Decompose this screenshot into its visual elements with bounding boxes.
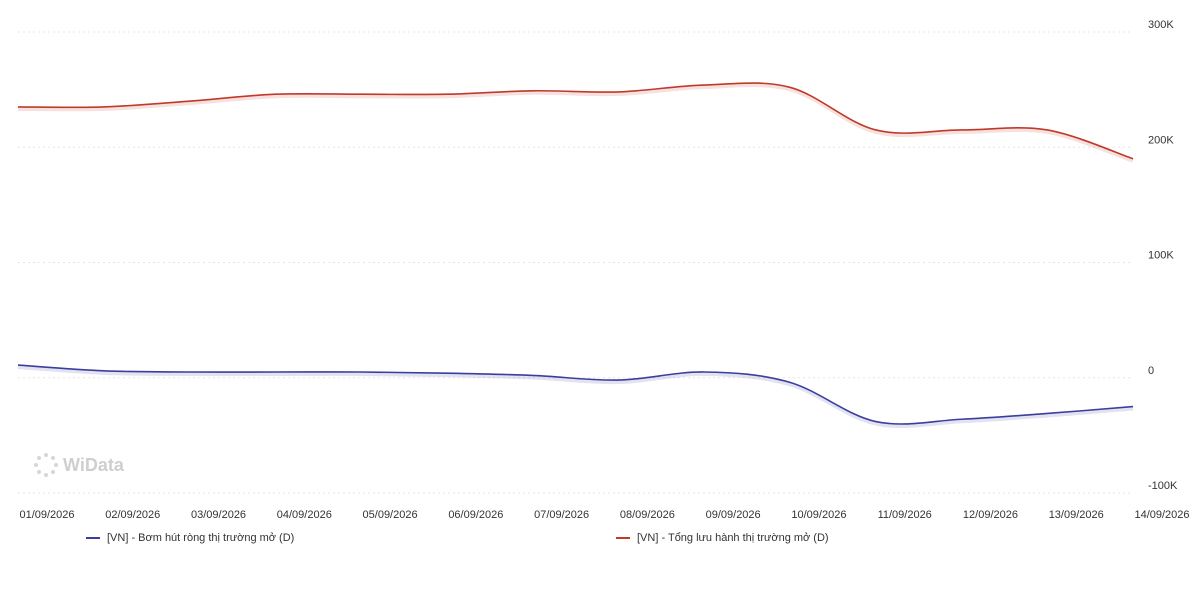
- legend-item-series-2[interactable]: [VN] - Tổng lưu hành thị trường mở (D): [616, 532, 829, 544]
- y-tick-label: 300K: [1148, 19, 1174, 31]
- series-line-shadow: [17, 365, 1134, 429]
- y-axis: 300K 200K 100K 0 -100K: [1148, 19, 1178, 492]
- x-tick-label: 13/09/2026: [1049, 509, 1104, 521]
- data-point[interactable]: [613, 87, 623, 97]
- legend-label: [VN] - Bơm hút ròng thị trường mở (D): [107, 532, 295, 544]
- data-point[interactable]: [185, 367, 195, 377]
- series-layer: [13, 80, 1138, 429]
- data-point[interactable]: [785, 82, 795, 92]
- y-tick-label: 100K: [1148, 250, 1174, 262]
- data-point[interactable]: [1042, 408, 1052, 418]
- data-point[interactable]: [1042, 125, 1052, 135]
- data-point[interactable]: [528, 86, 538, 96]
- series-line-1[interactable]: [17, 364, 1134, 425]
- legend-swatch: [616, 537, 630, 539]
- x-tick-label: 14/09/2026: [1134, 509, 1189, 521]
- x-tick-label: 09/09/2026: [706, 509, 761, 521]
- y-tick-label: -100K: [1148, 480, 1178, 492]
- x-tick-label: 10/09/2026: [791, 509, 846, 521]
- data-point[interactable]: [785, 377, 795, 387]
- data-point[interactable]: [956, 125, 966, 135]
- x-tick-label: 08/09/2026: [620, 509, 675, 521]
- series-line-2[interactable]: [17, 82, 1134, 160]
- data-point[interactable]: [13, 102, 23, 112]
- data-point[interactable]: [1128, 402, 1138, 412]
- data-point[interactable]: [699, 367, 709, 377]
- data-point[interactable]: [99, 102, 109, 112]
- grid-layer: [18, 31, 1133, 494]
- series-line-shadow: [17, 83, 1134, 163]
- data-point[interactable]: [442, 368, 452, 378]
- x-tick-label: 04/09/2026: [277, 509, 332, 521]
- data-point[interactable]: [270, 89, 280, 99]
- legend-label: [VN] - Tổng lưu hành thị trường mở (D): [637, 532, 829, 544]
- legend-swatch: [86, 537, 100, 539]
- y-tick-label: 0: [1148, 365, 1154, 377]
- x-tick-label: 02/09/2026: [105, 509, 160, 521]
- data-point[interactable]: [613, 375, 623, 385]
- x-tick-label: 12/09/2026: [963, 509, 1018, 521]
- data-point[interactable]: [270, 367, 280, 377]
- data-point[interactable]: [356, 89, 366, 99]
- y-tick-label: 200K: [1148, 134, 1174, 146]
- data-point[interactable]: [871, 417, 881, 427]
- data-point[interactable]: [99, 366, 109, 376]
- x-tick-label: 01/09/2026: [19, 509, 74, 521]
- watermark-text: WiData: [63, 454, 124, 475]
- data-point[interactable]: [13, 360, 23, 370]
- data-point[interactable]: [956, 414, 966, 424]
- x-tick-label: 06/09/2026: [448, 509, 503, 521]
- x-tick-label: 07/09/2026: [534, 509, 589, 521]
- data-point[interactable]: [871, 125, 881, 135]
- x-tick-label: 11/09/2026: [878, 509, 932, 521]
- watermark-logo: WiData: [33, 452, 124, 478]
- data-point[interactable]: [1128, 154, 1138, 164]
- widata-logo-icon: [34, 453, 58, 477]
- legend-item-series-1[interactable]: [VN] - Bơm hút ròng thị trường mở (D): [86, 532, 294, 544]
- data-point[interactable]: [442, 89, 452, 99]
- legend: [VN] - Bơm hút ròng thị trường mở (D) [V…: [0, 532, 1200, 556]
- data-point[interactable]: [528, 370, 538, 380]
- x-tick-label: 03/09/2026: [191, 509, 246, 521]
- data-point[interactable]: [699, 80, 709, 90]
- data-point[interactable]: [356, 367, 366, 377]
- data-point[interactable]: [185, 96, 195, 106]
- x-axis: 01/09/2026 02/09/2026 03/09/2026 04/09/2026…: [19, 509, 1189, 521]
- x-tick-label: 05/09/2026: [363, 509, 418, 521]
